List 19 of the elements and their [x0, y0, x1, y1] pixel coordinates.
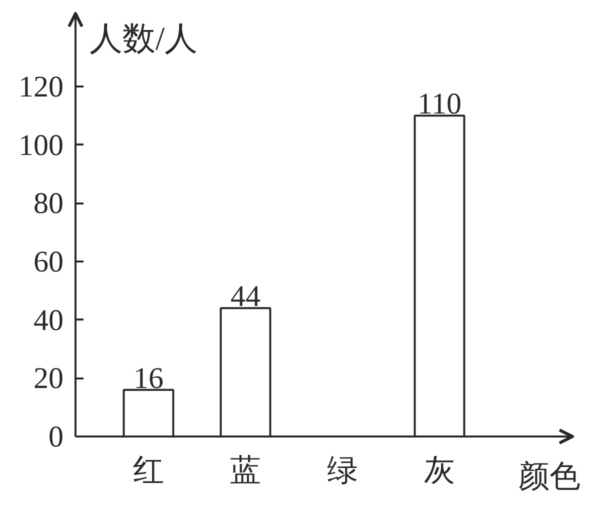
x-tick-label: 绿	[327, 452, 358, 488]
y-tick-label: 120	[18, 70, 64, 104]
x-axis-title: 颜色	[518, 458, 580, 494]
bar	[414, 114, 466, 438]
x-tick-label: 红	[133, 452, 164, 488]
x-tick-label: 蓝	[230, 452, 261, 488]
y-tick-label: 60	[34, 245, 64, 278]
y-tick-label: 20	[34, 362, 64, 396]
x-tick-label: 灰	[424, 452, 455, 488]
y-tick-label: 80	[34, 187, 64, 220]
y-tick-label: 0	[48, 420, 64, 454]
bar	[220, 307, 272, 438]
y-tick-label: 40	[34, 304, 64, 337]
bar	[122, 388, 174, 438]
y-tick-label: 100	[18, 128, 64, 162]
data-label: 44	[230, 280, 260, 314]
y-axis-title: 人数/人	[90, 22, 198, 58]
data-label: 16	[134, 362, 164, 395]
data-label: 110	[418, 88, 462, 121]
